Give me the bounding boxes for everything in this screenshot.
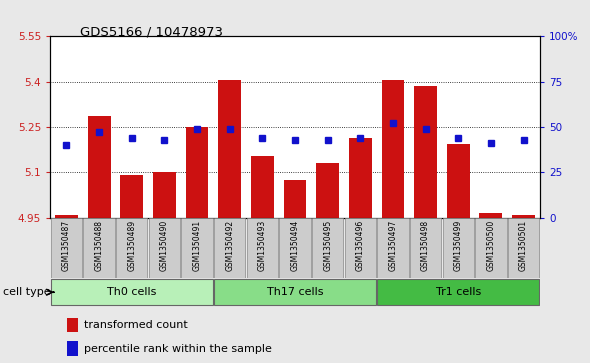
Bar xyxy=(218,80,241,218)
Text: GSM1350489: GSM1350489 xyxy=(127,220,136,271)
Bar xyxy=(349,138,372,218)
Bar xyxy=(377,218,409,278)
Text: percentile rank within the sample: percentile rank within the sample xyxy=(84,343,272,354)
Text: GSM1350499: GSM1350499 xyxy=(454,220,463,271)
Bar xyxy=(410,218,441,278)
Bar xyxy=(251,156,274,218)
Bar xyxy=(116,218,148,278)
Bar xyxy=(83,218,115,278)
Text: GSM1350487: GSM1350487 xyxy=(62,220,71,271)
Bar xyxy=(67,318,78,332)
Bar xyxy=(447,144,470,218)
Text: GSM1350490: GSM1350490 xyxy=(160,220,169,271)
Text: GSM1350500: GSM1350500 xyxy=(486,220,496,271)
Bar xyxy=(186,127,208,218)
Bar xyxy=(88,117,110,218)
Text: GSM1350495: GSM1350495 xyxy=(323,220,332,271)
Bar xyxy=(181,218,213,278)
Text: cell type: cell type xyxy=(3,287,51,297)
Bar xyxy=(51,279,213,305)
Bar xyxy=(247,218,278,278)
Text: Th0 cells: Th0 cells xyxy=(107,287,156,297)
Bar xyxy=(149,218,180,278)
Text: GDS5166 / 10478973: GDS5166 / 10478973 xyxy=(80,25,222,38)
Text: GSM1350492: GSM1350492 xyxy=(225,220,234,271)
Bar xyxy=(345,218,376,278)
Text: Th17 cells: Th17 cells xyxy=(267,287,323,297)
Text: GSM1350491: GSM1350491 xyxy=(192,220,202,271)
Bar xyxy=(475,218,507,278)
Text: Tr1 cells: Tr1 cells xyxy=(435,287,481,297)
Text: GSM1350494: GSM1350494 xyxy=(290,220,300,271)
Text: GSM1350496: GSM1350496 xyxy=(356,220,365,271)
Bar xyxy=(377,279,539,305)
Text: GSM1350498: GSM1350498 xyxy=(421,220,430,271)
Text: GSM1350488: GSM1350488 xyxy=(94,220,104,270)
Bar xyxy=(442,218,474,278)
Bar xyxy=(312,218,343,278)
Bar xyxy=(508,218,539,278)
Bar xyxy=(284,180,306,218)
Bar xyxy=(120,175,143,218)
Bar xyxy=(512,215,535,218)
Text: GSM1350501: GSM1350501 xyxy=(519,220,528,271)
Bar xyxy=(67,342,78,356)
Bar xyxy=(214,279,376,305)
Bar xyxy=(414,86,437,218)
Bar xyxy=(480,213,502,218)
Bar xyxy=(279,218,311,278)
Text: GSM1350497: GSM1350497 xyxy=(388,220,398,271)
Bar xyxy=(153,172,176,218)
Bar xyxy=(382,80,404,218)
Text: GSM1350493: GSM1350493 xyxy=(258,220,267,271)
Bar xyxy=(55,215,78,218)
Bar xyxy=(316,163,339,218)
Text: transformed count: transformed count xyxy=(84,320,188,330)
Bar xyxy=(214,218,245,278)
Bar xyxy=(51,218,82,278)
